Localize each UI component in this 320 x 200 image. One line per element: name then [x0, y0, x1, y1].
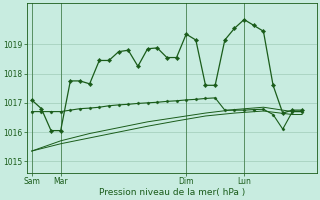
X-axis label: Pression niveau de la mer( hPa ): Pression niveau de la mer( hPa ): [99, 188, 245, 197]
